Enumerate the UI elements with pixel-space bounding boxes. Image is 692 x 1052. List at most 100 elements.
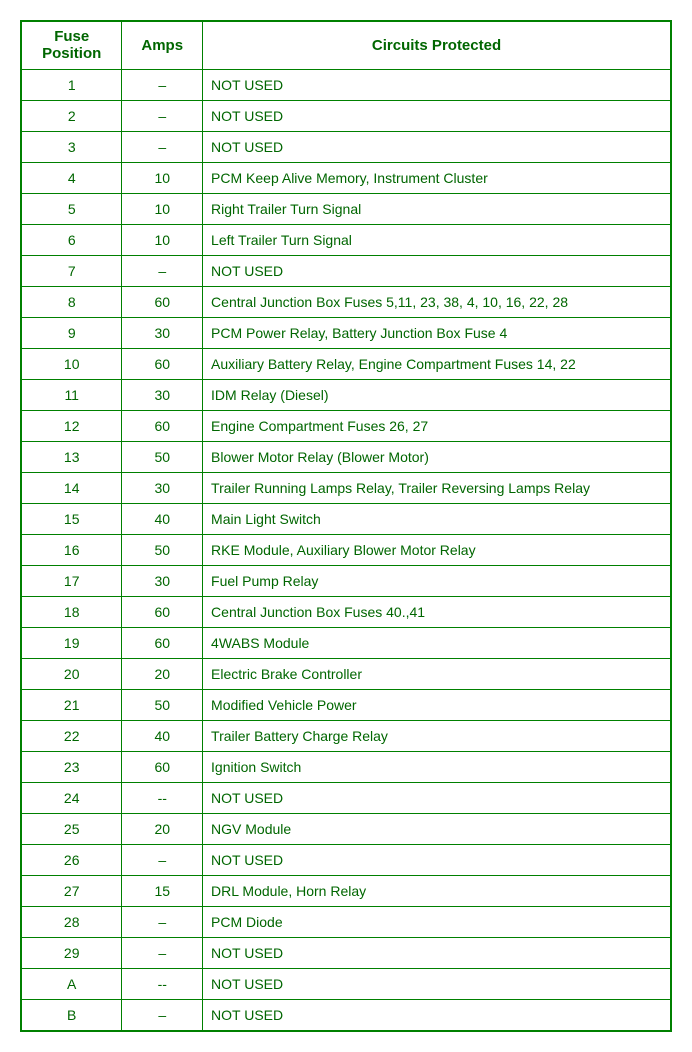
cell-amps: – [122,255,203,286]
table-row: 3–NOT USED [21,131,671,162]
cell-amps: 40 [122,503,203,534]
cell-circuits: IDM Relay (Diesel) [203,379,671,410]
table-row: 1350Blower Motor Relay (Blower Motor) [21,441,671,472]
cell-circuits: PCM Power Relay, Battery Junction Box Fu… [203,317,671,348]
cell-circuits: Trailer Battery Charge Relay [203,720,671,751]
cell-fuse-position: 19 [21,627,122,658]
cell-fuse-position: 28 [21,906,122,937]
cell-fuse-position: 17 [21,565,122,596]
cell-fuse-position: 22 [21,720,122,751]
cell-amps: – [122,69,203,100]
cell-circuits: 4WABS Module [203,627,671,658]
cell-circuits: Blower Motor Relay (Blower Motor) [203,441,671,472]
header-fuse-position: Fuse Position [21,21,122,69]
cell-fuse-position: 6 [21,224,122,255]
cell-amps: 40 [122,720,203,751]
table-row: 2–NOT USED [21,100,671,131]
cell-circuits: Main Light Switch [203,503,671,534]
table-row: 1860Central Junction Box Fuses 40.,41 [21,596,671,627]
cell-amps: 60 [122,348,203,379]
table-row: 930PCM Power Relay, Battery Junction Box… [21,317,671,348]
cell-fuse-position: 13 [21,441,122,472]
cell-amps: 60 [122,627,203,658]
cell-circuits: Engine Compartment Fuses 26, 27 [203,410,671,441]
cell-amps: 30 [122,317,203,348]
cell-fuse-position: 11 [21,379,122,410]
cell-amps: 60 [122,596,203,627]
cell-amps: 30 [122,565,203,596]
cell-amps: 30 [122,472,203,503]
cell-amps: 20 [122,658,203,689]
cell-fuse-position: 4 [21,162,122,193]
cell-circuits: Auxiliary Battery Relay, Engine Compartm… [203,348,671,379]
table-row: 410PCM Keep Alive Memory, Instrument Clu… [21,162,671,193]
cell-amps: 60 [122,751,203,782]
cell-fuse-position: 5 [21,193,122,224]
table-row: 2150Modified Vehicle Power [21,689,671,720]
cell-amps: 60 [122,286,203,317]
cell-fuse-position: 8 [21,286,122,317]
cell-amps: – [122,999,203,1031]
cell-fuse-position: 23 [21,751,122,782]
cell-circuits: Trailer Running Lamps Relay, Trailer Rev… [203,472,671,503]
header-amps: Amps [122,21,203,69]
cell-circuits: Central Junction Box Fuses 40.,41 [203,596,671,627]
cell-circuits: NOT USED [203,968,671,999]
table-row: 28–PCM Diode [21,906,671,937]
cell-circuits: Fuel Pump Relay [203,565,671,596]
table-row: 2240Trailer Battery Charge Relay [21,720,671,751]
cell-circuits: NOT USED [203,844,671,875]
cell-fuse-position: 24 [21,782,122,813]
table-row: 1540Main Light Switch [21,503,671,534]
table-row: 7–NOT USED [21,255,671,286]
cell-amps: 30 [122,379,203,410]
cell-fuse-position: 20 [21,658,122,689]
cell-amps: 60 [122,410,203,441]
cell-fuse-position: 18 [21,596,122,627]
cell-amps: 20 [122,813,203,844]
cell-amps: 50 [122,689,203,720]
cell-circuits: NOT USED [203,937,671,968]
cell-fuse-position: 2 [21,100,122,131]
cell-fuse-position: 3 [21,131,122,162]
table-row: 2520NGV Module [21,813,671,844]
table-row: A--NOT USED [21,968,671,999]
cell-circuits: NOT USED [203,69,671,100]
cell-circuits: NOT USED [203,100,671,131]
cell-fuse-position: 1 [21,69,122,100]
table-row: 29–NOT USED [21,937,671,968]
cell-fuse-position: 25 [21,813,122,844]
table-row: 860Central Junction Box Fuses 5,11, 23, … [21,286,671,317]
cell-fuse-position: B [21,999,122,1031]
cell-amps: -- [122,968,203,999]
cell-amps: 10 [122,193,203,224]
table-row: 1650RKE Module, Auxiliary Blower Motor R… [21,534,671,565]
cell-amps: – [122,906,203,937]
table-row: 510Right Trailer Turn Signal [21,193,671,224]
fuse-table: Fuse Position Amps Circuits Protected 1–… [20,20,672,1032]
cell-amps: – [122,131,203,162]
table-row: 24--NOT USED [21,782,671,813]
cell-fuse-position: 15 [21,503,122,534]
cell-amps: – [122,844,203,875]
cell-circuits: NGV Module [203,813,671,844]
cell-amps: 10 [122,224,203,255]
table-row: 2360Ignition Switch [21,751,671,782]
cell-fuse-position: 9 [21,317,122,348]
cell-fuse-position: 27 [21,875,122,906]
cell-circuits: RKE Module, Auxiliary Blower Motor Relay [203,534,671,565]
cell-amps: 10 [122,162,203,193]
cell-fuse-position: 10 [21,348,122,379]
table-row: B–NOT USED [21,999,671,1031]
cell-amps: – [122,937,203,968]
cell-fuse-position: 29 [21,937,122,968]
cell-fuse-position: 26 [21,844,122,875]
cell-circuits: Modified Vehicle Power [203,689,671,720]
cell-fuse-position: 7 [21,255,122,286]
cell-fuse-position: 16 [21,534,122,565]
cell-amps: – [122,100,203,131]
cell-circuits: DRL Module, Horn Relay [203,875,671,906]
header-circuits: Circuits Protected [203,21,671,69]
cell-amps: 50 [122,534,203,565]
table-row: 1730Fuel Pump Relay [21,565,671,596]
